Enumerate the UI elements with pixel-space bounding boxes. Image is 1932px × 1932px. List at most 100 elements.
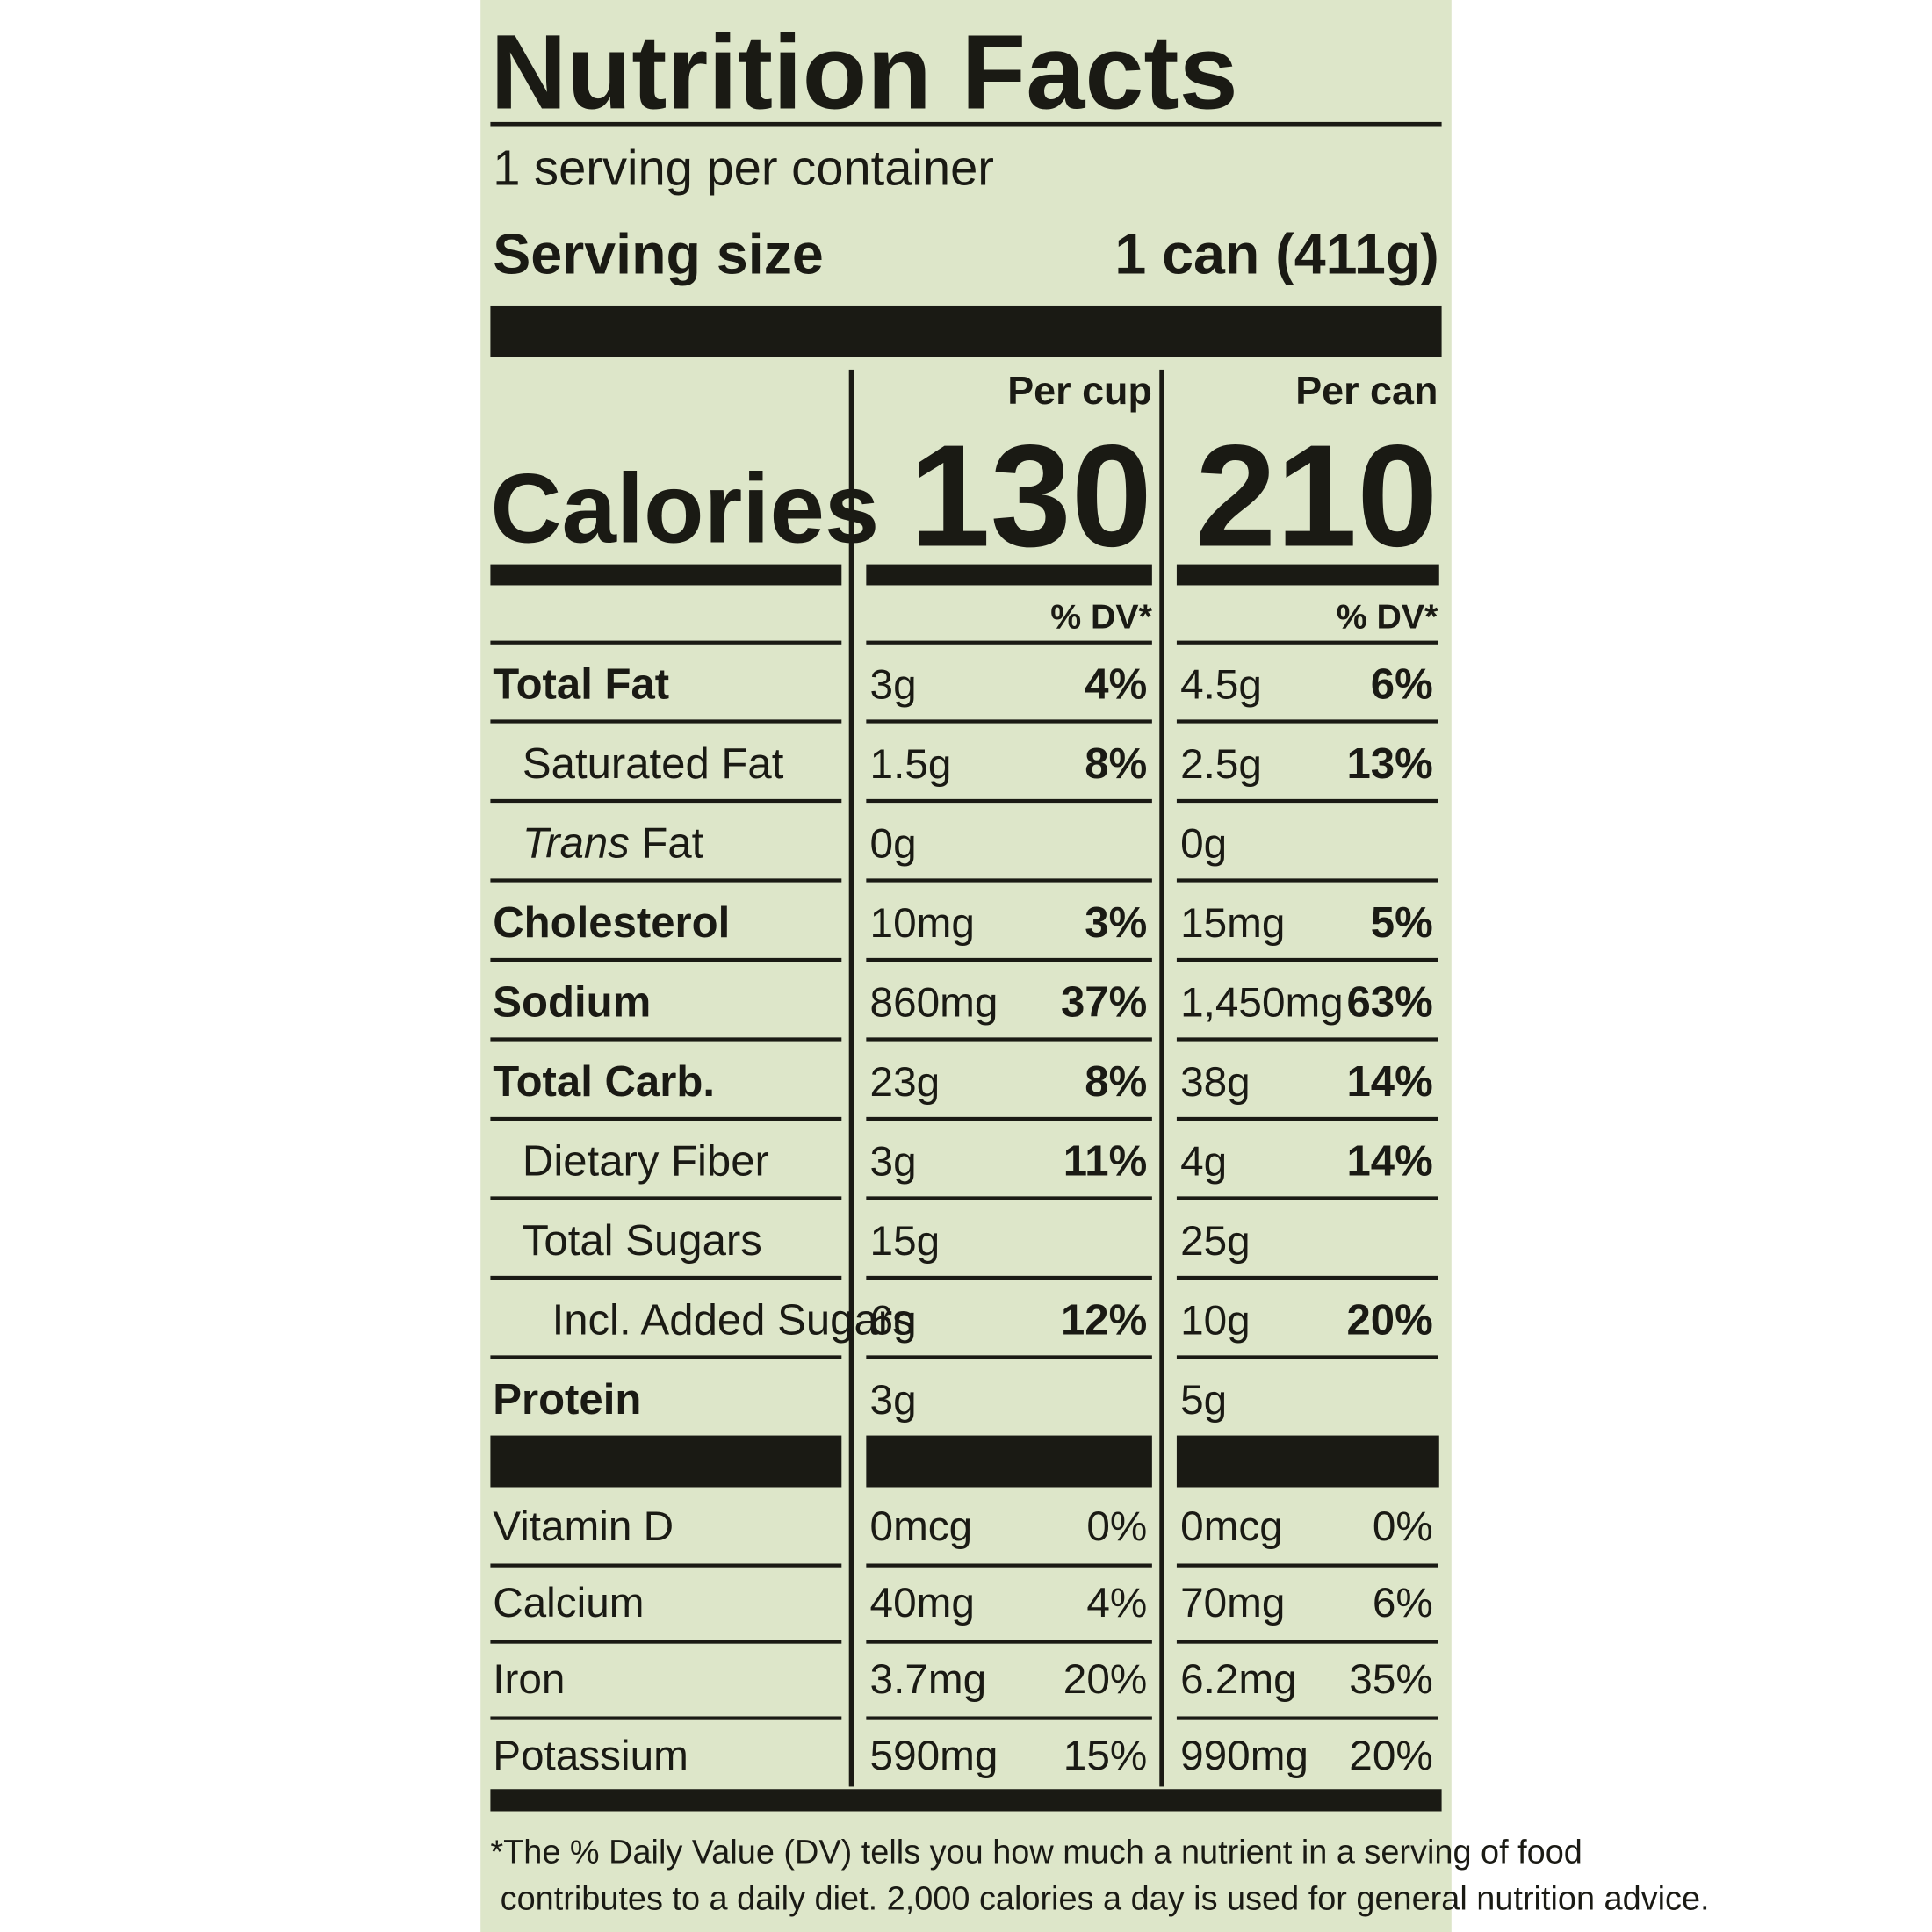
row-rule [490,878,842,883]
column-header: Per cup [1007,368,1152,413]
vitamin-name: Potassium [493,1733,688,1779]
amount: 860mg [870,980,998,1027]
amount: 0mcg [870,1503,973,1550]
amount: 0g [1180,821,1227,868]
nutrient-name-text: Saturated Fat [523,740,784,788]
thick-bar [490,1789,1442,1812]
amount: 6.2mg [1180,1656,1297,1703]
thick-bar [490,564,842,586]
daily-value: 4% [1085,661,1147,709]
row-rule [866,798,1152,804]
amount: 15g [870,1218,941,1265]
daily-value: 20% [1346,1297,1432,1344]
daily-value: 3% [1085,899,1147,947]
daily-value: 20% [1063,1656,1147,1703]
row-rule [866,1275,1152,1280]
row-rule [866,1196,1152,1200]
daily-value: 4% [1086,1580,1147,1626]
row-rule [490,1116,842,1121]
servings: 1 serving per container [493,140,994,195]
daily-value: 8% [1085,1058,1147,1106]
column-header: Per can [1295,368,1438,413]
nutrient-name: Cholesterol [493,899,730,947]
row-rule [1176,957,1438,962]
amount: 15mg [1180,900,1285,947]
column-divider [848,369,854,1787]
nutrient-name: Trans Fat [523,820,704,868]
amount: 590mg [870,1733,998,1779]
row-rule [866,1355,1152,1359]
thick-bar [866,564,1152,586]
nutrient-name-text: Dietary Fiber [523,1138,769,1186]
amount: 70mg [1180,1580,1285,1626]
amount: 10mg [870,900,975,947]
row-rule [1176,878,1438,883]
daily-value: 6% [1371,661,1433,709]
row-rule [1176,1275,1438,1280]
row-rule [866,1116,1152,1121]
amount: 3g [870,662,917,709]
amount: 990mg [1180,1733,1308,1779]
rule [490,121,1442,127]
thick-bar [866,1435,1152,1488]
row-rule [490,957,842,962]
nutrient-name-text: Sodium [493,979,651,1027]
amount: 10g [1180,1298,1251,1344]
amount: 25g [1180,1218,1251,1265]
nutrient-name-text: Total Carb. [493,1058,715,1106]
row-rule [1176,1355,1438,1359]
nutrient-name: Dietary Fiber [523,1138,769,1186]
row-rule [1176,640,1438,645]
daily-value: 15% [1063,1733,1147,1779]
nutrient-name-text: Cholesterol [493,899,730,947]
amount: 1,450mg [1180,980,1344,1027]
row-rule [1176,1116,1438,1121]
daily-value: 6% [1373,1580,1433,1626]
row-rule [490,1037,842,1042]
calories-label: Calories [490,452,879,563]
nutrient-name: Saturated Fat [523,740,784,788]
row-rule [866,957,1152,962]
row-rule [490,640,842,645]
vitamin-name: Calcium [493,1580,644,1626]
nutrient-name: Total Carb. [493,1058,715,1106]
amount: 2.5g [1180,741,1262,788]
amount: 5g [1180,1377,1227,1424]
row-rule [1176,1196,1438,1200]
thick-bar [1176,1435,1439,1488]
daily-value: 8% [1085,740,1147,788]
amount: 3g [870,1377,917,1424]
row-rule [490,1196,842,1200]
daily-value: 11% [1063,1138,1148,1186]
row-rule [866,1563,1152,1568]
nutrient-name: Incl. Added Sugars [552,1297,914,1344]
nutrient-name: Sodium [493,979,651,1027]
amount: 0g [870,821,917,868]
row-rule [490,1275,842,1280]
dv-header: % DV* [1050,598,1152,637]
daily-value: 5% [1371,899,1433,947]
nutrient-name-text: Fat [641,820,703,868]
amount: 1.5g [870,741,952,788]
calories-value: 210 [1195,415,1438,578]
nutrient-name-italic: Trans [523,820,630,868]
calories-value: 130 [910,415,1152,578]
daily-value: 12% [1061,1297,1147,1344]
amount: 6g [870,1298,917,1344]
row-rule [1176,1640,1438,1644]
daily-value: 0% [1373,1503,1433,1550]
vitamin-name: Iron [493,1656,565,1703]
nutrient-name-text: Protein [493,1376,641,1424]
nutrient-name: Total Fat [493,661,669,709]
serving-size-value: 1 can (411g) [1114,222,1438,285]
amount: 23g [870,1059,941,1106]
row-rule [490,1563,842,1568]
column-divider [1159,369,1164,1787]
row-rule [1176,1563,1438,1568]
daily-value: 14% [1346,1058,1432,1106]
amount: 0mcg [1180,1503,1283,1550]
daily-value: 13% [1346,740,1432,788]
amount: 40mg [870,1580,975,1626]
